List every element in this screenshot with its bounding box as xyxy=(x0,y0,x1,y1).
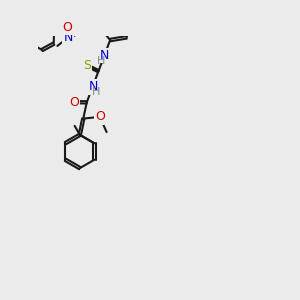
Text: N: N xyxy=(89,80,98,93)
Text: O: O xyxy=(69,96,79,109)
Text: N: N xyxy=(64,31,73,44)
Text: O: O xyxy=(62,21,72,34)
Text: S: S xyxy=(83,59,91,72)
Text: H: H xyxy=(97,56,106,66)
Text: N: N xyxy=(100,49,109,62)
Text: H: H xyxy=(92,87,100,97)
Text: O: O xyxy=(95,110,105,123)
